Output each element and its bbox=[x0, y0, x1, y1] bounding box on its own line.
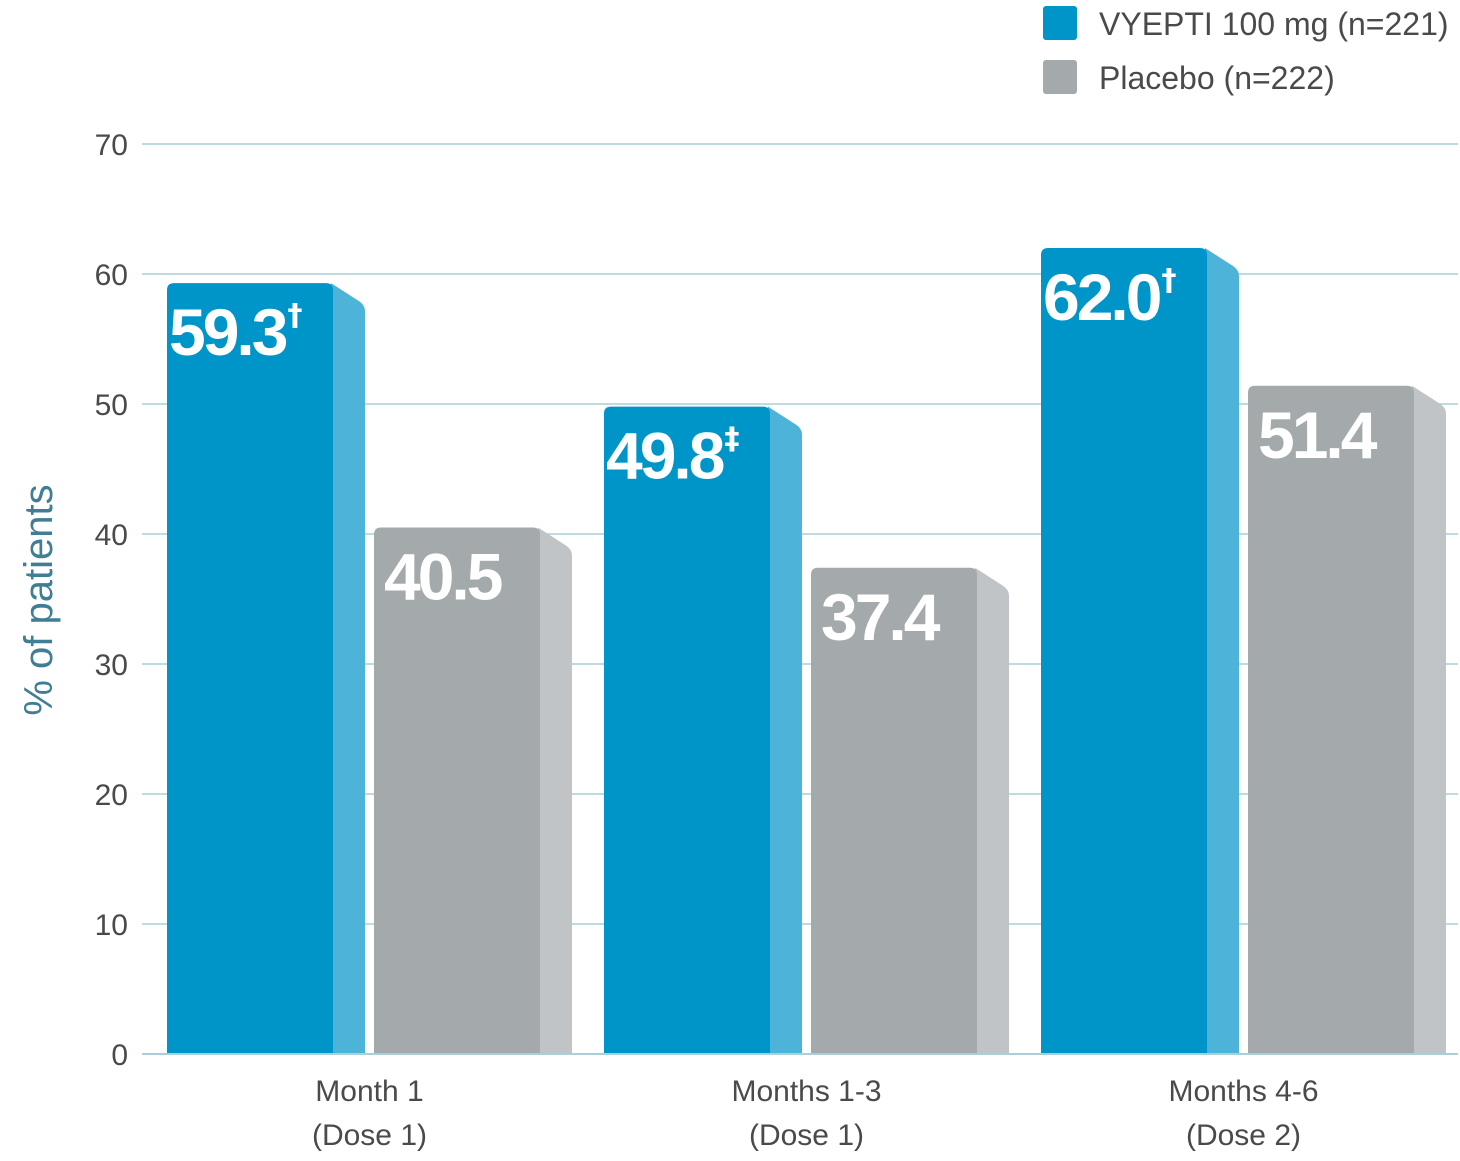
x-category-label: Months 1-3 bbox=[731, 1075, 881, 1108]
y-tick-label: 50 bbox=[95, 389, 128, 422]
bar-side-face bbox=[1412, 385, 1446, 1054]
bar-side-face bbox=[975, 567, 1009, 1054]
bar-side-face bbox=[1205, 248, 1239, 1054]
x-category-sublabel: (Dose 2) bbox=[1186, 1119, 1301, 1152]
y-tick-label: 20 bbox=[95, 779, 128, 812]
bar-value-label: 49.8 bbox=[606, 419, 724, 493]
axes: % of patients 0 10 20 30 40 50 60 70 Month 1 (Dos… bbox=[17, 129, 1458, 1152]
value-labels: 59.3 †40.549.8 ‡37.462.0 †51.4 bbox=[169, 260, 1381, 654]
bar-value-label: 40.5 bbox=[384, 540, 502, 614]
bar bbox=[1041, 248, 1207, 1054]
bar-side-face bbox=[768, 406, 802, 1055]
legend-swatch bbox=[1043, 60, 1077, 94]
bar-value-label: 62.0 bbox=[1043, 260, 1160, 334]
y-tick-label: 30 bbox=[95, 649, 128, 682]
bar bbox=[167, 283, 333, 1055]
y-tick-label: 0 bbox=[111, 1039, 128, 1072]
legend-label: VYEPTI 100 mg (n=221) bbox=[1099, 6, 1449, 42]
bar bbox=[1248, 385, 1414, 1054]
bar-side-face bbox=[538, 527, 572, 1054]
y-tick-label: 60 bbox=[95, 259, 128, 292]
bar-value-label: 59.3 bbox=[169, 295, 287, 369]
bar bbox=[374, 527, 540, 1054]
bar-value-label: 51.4 bbox=[1258, 398, 1378, 472]
bar-value-footnote-mark: † bbox=[287, 298, 302, 333]
legend-label: Placebo (n=222) bbox=[1099, 60, 1335, 96]
y-tick-label: 10 bbox=[95, 909, 128, 942]
x-category-label: Months 4-6 bbox=[1168, 1075, 1318, 1108]
legend-swatch bbox=[1043, 6, 1077, 40]
bar-value-label: 37.4 bbox=[821, 580, 941, 654]
bar bbox=[811, 567, 977, 1054]
x-category-sublabel: (Dose 1) bbox=[312, 1119, 427, 1152]
bar-side-face bbox=[331, 283, 365, 1055]
legend: VYEPTI 100 mg (n=221) Placebo (n=222) bbox=[1043, 6, 1449, 96]
y-tick-label: 40 bbox=[95, 519, 128, 552]
y-tick-label: 70 bbox=[95, 129, 128, 162]
x-category-label: Month 1 bbox=[315, 1075, 423, 1108]
y-axis-title: % of patients bbox=[17, 484, 61, 715]
bars bbox=[167, 248, 1446, 1055]
x-category-sublabel: (Dose 1) bbox=[749, 1119, 864, 1152]
bar bbox=[604, 406, 770, 1055]
bar-value-footnote-mark: ‡ bbox=[724, 422, 739, 457]
bar-value-footnote-mark: † bbox=[1161, 263, 1176, 298]
